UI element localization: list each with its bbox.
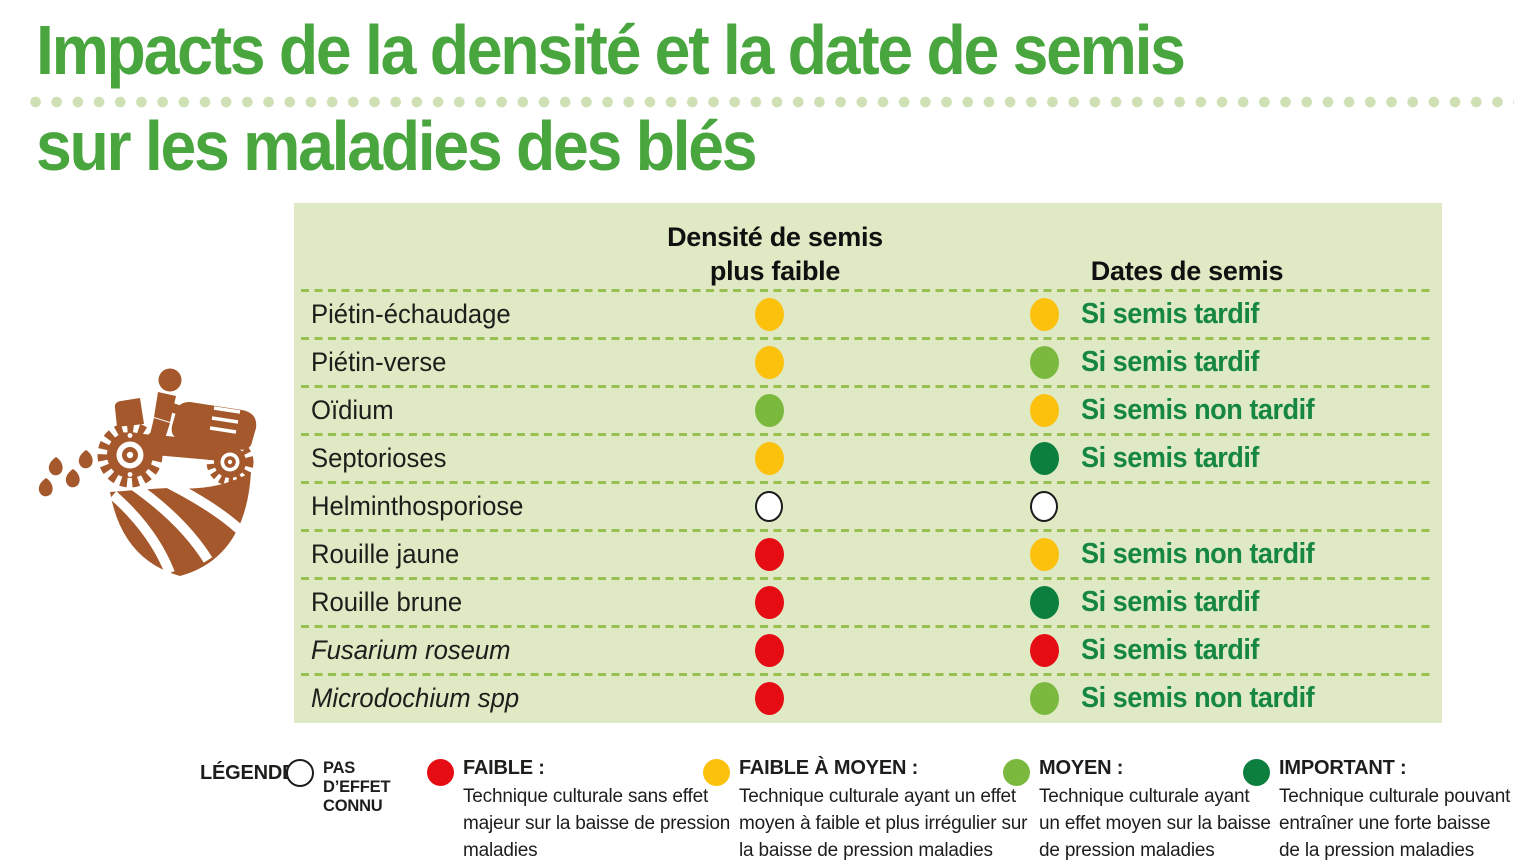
- sowing-date-condition: Si semis tardif: [1081, 585, 1259, 618]
- legend-item-important: IMPORTANT : Technique culturale pouvant …: [1243, 757, 1510, 864]
- sowing-date-condition: Si semis tardif: [1081, 297, 1259, 330]
- legend-dot-no-effect: [286, 759, 314, 787]
- disease-label: Rouille jaune: [311, 538, 460, 569]
- sowing-date-effect-dot: [1030, 345, 1059, 379]
- disease-label: Piétin-échaudage: [311, 298, 511, 329]
- sowing-date-effect-dot: [1030, 393, 1059, 427]
- legend: LÉGENDE : PAS D’EFFET CONNU FAIBLE : Tec…: [0, 752, 1540, 866]
- table-row: Fusarium roseum Si semis tardif: [294, 625, 1442, 674]
- column-header-dates: Dates de semis: [1090, 256, 1284, 286]
- density-effect-dot: [755, 537, 784, 571]
- legend-item-faible-a-moyen: FAIBLE À MOYEN : Technique culturale aya…: [703, 757, 1027, 864]
- sowing-date-condition: Si semis non tardif: [1081, 681, 1315, 714]
- legend-dot-important: [1243, 759, 1270, 786]
- legend-item-title: FAIBLE :: [463, 757, 545, 779]
- page-title-line2: sur les maladies des blés: [36, 107, 758, 185]
- density-effect-dot: [755, 585, 784, 619]
- disease-label: Rouille brune: [311, 586, 463, 617]
- table-row: Oïdium Si semis non tardif: [294, 385, 1442, 434]
- sowing-date-effect-dot: [1030, 537, 1059, 571]
- sowing-date-effect-dot: [1030, 297, 1059, 331]
- density-effect-dot: [755, 441, 784, 475]
- table-row: Helminthosporiose: [294, 481, 1442, 530]
- sowing-date-condition: Si semis tardif: [1081, 633, 1259, 666]
- disease-table-panel: Densité de semis plus faible Dates de se…: [294, 203, 1442, 723]
- density-effect-dot: [755, 297, 784, 331]
- sowing-date-effect-dot: [1030, 441, 1059, 475]
- legend-item-title: FAIBLE À MOYEN :: [739, 757, 919, 779]
- legend-item-no-effect: PAS D’EFFET CONNU: [286, 757, 391, 816]
- sowing-date-condition: Si semis non tardif: [1081, 537, 1315, 570]
- table-row: Piétin-verse Si semis tardif: [294, 337, 1442, 386]
- sowing-date-condition: Si semis non tardif: [1081, 393, 1315, 426]
- legend-item-title: IMPORTANT :: [1279, 757, 1407, 779]
- disease-label: Oïdium: [311, 394, 394, 425]
- table-row: Piétin-échaudage Si semis tardif: [294, 289, 1442, 338]
- density-effect-dot: [755, 633, 784, 667]
- table-row: Microdochium spp Si semis non tardif: [294, 673, 1442, 722]
- legend-item-title: MOYEN :: [1039, 757, 1124, 779]
- legend-dot-faible-a-moyen: [703, 759, 730, 786]
- disease-label: Fusarium roseum: [311, 634, 511, 665]
- legend-item-desc: Technique culturale sans effet majeur su…: [463, 786, 731, 861]
- legend-item-desc: Technique culturale ayant un effet moyen…: [1039, 786, 1271, 861]
- sowing-tractor-icon: [38, 368, 257, 576]
- legend-dot-moyen: [1003, 759, 1030, 786]
- legend-item-desc: Technique culturale ayant un effet moyen…: [739, 786, 1028, 861]
- table-rows: Piétin-échaudage Si semis tardif Piétin-…: [294, 289, 1442, 722]
- legend-item-title: PAS D’EFFET CONNU: [323, 759, 391, 815]
- dotted-divider: [30, 96, 1514, 108]
- sowing-date-effect-dot: [1030, 633, 1059, 667]
- table-row: Rouille brune Si semis tardif: [294, 577, 1442, 626]
- disease-label: Helminthosporiose: [311, 490, 524, 521]
- legend-item-moyen: MOYEN : Technique culturale ayant un eff…: [1003, 757, 1271, 864]
- sowing-date-effect-dot: [1030, 585, 1059, 619]
- table-row: Rouille jaune Si semis non tardif: [294, 529, 1442, 578]
- table-row: Septorioses Si semis tardif: [294, 433, 1442, 482]
- disease-label: Septorioses: [311, 442, 447, 473]
- legend-item-desc: Technique culturale pouvant entraîner un…: [1279, 786, 1511, 861]
- legend-label: LÉGENDE :: [200, 762, 308, 784]
- sowing-date-condition: Si semis tardif: [1081, 345, 1259, 378]
- disease-label: Microdochium spp: [311, 682, 520, 713]
- page-title-line1: Impacts de la densité et la date de semi…: [36, 11, 1186, 89]
- disease-label: Piétin-verse: [311, 346, 447, 377]
- sowing-date-effect-dot: [1030, 681, 1059, 715]
- column-header-density: Densité de semis plus faible: [667, 222, 883, 286]
- density-effect-dot: [755, 681, 784, 715]
- density-effect-dot: [755, 490, 783, 522]
- density-effect-dot: [755, 393, 784, 427]
- sowing-date-effect-dot: [1030, 490, 1058, 522]
- legend-item-faible: FAIBLE : Technique culturale sans effet …: [427, 757, 730, 864]
- legend-dot-faible: [427, 759, 454, 786]
- density-effect-dot: [755, 345, 784, 379]
- sowing-date-condition: Si semis tardif: [1081, 441, 1259, 474]
